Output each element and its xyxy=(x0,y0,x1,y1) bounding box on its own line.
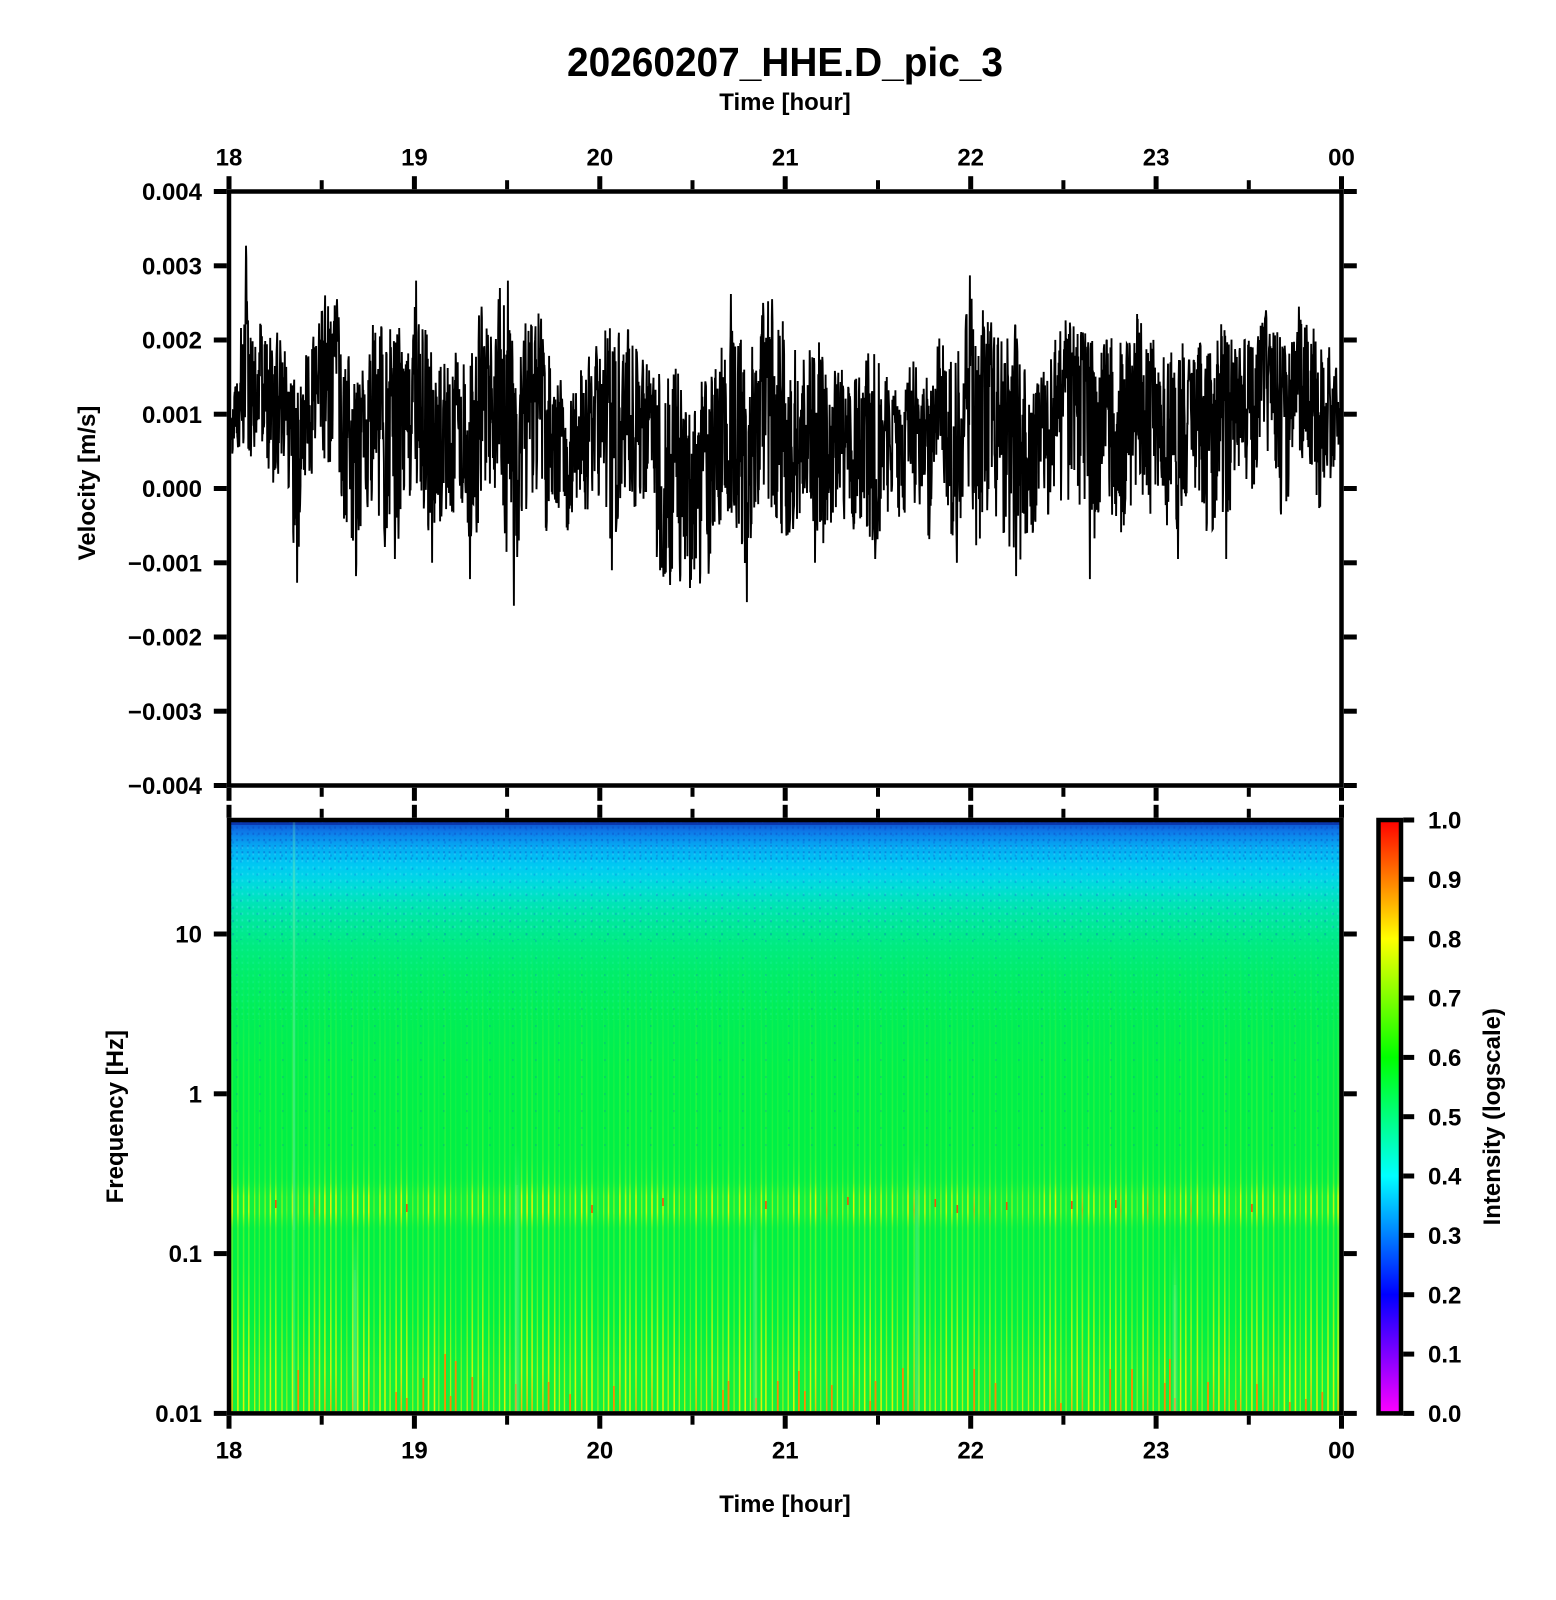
svg-text:00: 00 xyxy=(1328,145,1355,172)
svg-text:Time [hour]: Time [hour] xyxy=(719,1491,851,1518)
svg-text:19: 19 xyxy=(401,1438,428,1465)
svg-text:0.7: 0.7 xyxy=(1428,986,1461,1013)
svg-text:Frequency [Hz]: Frequency [Hz] xyxy=(102,1030,129,1203)
svg-text:0.6: 0.6 xyxy=(1428,1045,1461,1072)
svg-text:0.5: 0.5 xyxy=(1428,1104,1461,1131)
svg-text:Intensity (logscale): Intensity (logscale) xyxy=(1479,1008,1506,1225)
svg-text:18: 18 xyxy=(216,1438,243,1465)
svg-text:Time [hour]: Time [hour] xyxy=(719,89,851,116)
svg-text:23: 23 xyxy=(1143,1438,1170,1465)
svg-text:22: 22 xyxy=(957,1438,984,1465)
svg-text:20260207_HHE.D_pic_3: 20260207_HHE.D_pic_3 xyxy=(567,39,1003,85)
svg-text:0.01: 0.01 xyxy=(155,1401,202,1428)
svg-text:23: 23 xyxy=(1143,145,1170,172)
svg-text:18: 18 xyxy=(216,145,243,172)
svg-text:10: 10 xyxy=(175,922,202,949)
svg-text:0.2: 0.2 xyxy=(1428,1282,1461,1309)
svg-text:0.003: 0.003 xyxy=(142,253,202,280)
svg-text:00: 00 xyxy=(1328,1438,1355,1465)
svg-text:0.3: 0.3 xyxy=(1428,1223,1461,1250)
svg-text:21: 21 xyxy=(772,145,799,172)
svg-text:22: 22 xyxy=(957,145,984,172)
svg-text:21: 21 xyxy=(772,1438,799,1465)
svg-text:0.0: 0.0 xyxy=(1428,1401,1461,1428)
svg-text:0.9: 0.9 xyxy=(1428,867,1461,894)
svg-text:0.000: 0.000 xyxy=(142,476,202,503)
svg-text:0.1: 0.1 xyxy=(169,1241,202,1268)
svg-text:Velocity [m/s]: Velocity [m/s] xyxy=(74,406,101,561)
svg-text:−0.002: −0.002 xyxy=(128,625,202,652)
svg-text:0.1: 0.1 xyxy=(1428,1342,1461,1369)
svg-text:20: 20 xyxy=(586,1438,613,1465)
svg-text:0.4: 0.4 xyxy=(1428,1164,1462,1191)
svg-text:1.0: 1.0 xyxy=(1428,808,1461,835)
svg-text:−0.003: −0.003 xyxy=(128,699,202,726)
svg-text:0.001: 0.001 xyxy=(142,402,202,429)
svg-text:−0.001: −0.001 xyxy=(128,550,202,577)
svg-text:0.002: 0.002 xyxy=(142,328,202,355)
svg-text:0.8: 0.8 xyxy=(1428,926,1461,953)
svg-text:1: 1 xyxy=(189,1081,202,1108)
svg-text:0.004: 0.004 xyxy=(142,179,203,206)
svg-text:20: 20 xyxy=(586,145,613,172)
svg-text:−0.004: −0.004 xyxy=(128,773,203,800)
svg-text:19: 19 xyxy=(401,145,428,172)
